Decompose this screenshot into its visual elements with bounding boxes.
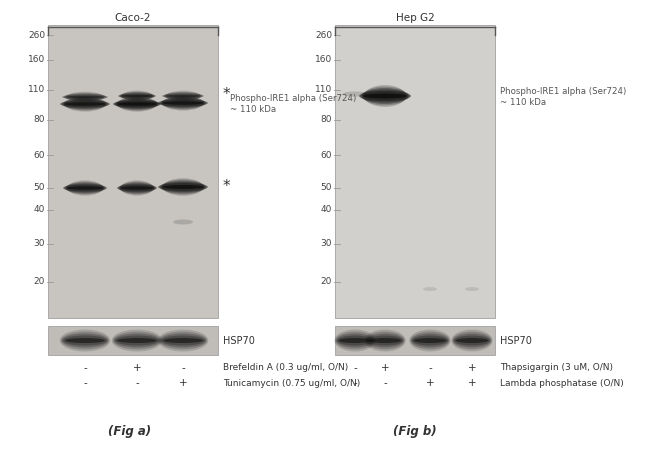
Text: (Fig b): (Fig b) bbox=[393, 425, 437, 439]
Ellipse shape bbox=[118, 93, 156, 98]
Text: +: + bbox=[179, 378, 187, 388]
Ellipse shape bbox=[63, 184, 107, 192]
Text: 50: 50 bbox=[34, 183, 45, 193]
Ellipse shape bbox=[121, 91, 153, 101]
Text: -: - bbox=[83, 378, 87, 388]
Ellipse shape bbox=[165, 95, 201, 97]
Ellipse shape bbox=[412, 336, 448, 346]
Ellipse shape bbox=[163, 95, 203, 111]
Ellipse shape bbox=[65, 96, 105, 112]
Ellipse shape bbox=[60, 329, 110, 352]
Ellipse shape bbox=[65, 183, 105, 193]
Ellipse shape bbox=[62, 333, 108, 347]
Ellipse shape bbox=[122, 91, 152, 101]
Text: 80: 80 bbox=[34, 116, 45, 125]
Ellipse shape bbox=[64, 97, 106, 111]
Text: 260: 260 bbox=[315, 30, 332, 39]
Text: 30: 30 bbox=[34, 240, 45, 249]
Ellipse shape bbox=[158, 329, 208, 352]
Text: +: + bbox=[381, 363, 389, 373]
Ellipse shape bbox=[165, 91, 201, 101]
Ellipse shape bbox=[66, 186, 104, 190]
Bar bbox=[48, 25, 218, 318]
Ellipse shape bbox=[118, 183, 156, 193]
Ellipse shape bbox=[118, 96, 156, 112]
Ellipse shape bbox=[66, 92, 103, 102]
Ellipse shape bbox=[339, 338, 371, 343]
Text: 40: 40 bbox=[34, 206, 45, 215]
Text: -: - bbox=[353, 363, 357, 373]
Ellipse shape bbox=[410, 329, 450, 352]
Text: *: * bbox=[223, 87, 231, 101]
Text: +: + bbox=[133, 363, 141, 373]
Ellipse shape bbox=[161, 97, 205, 109]
Ellipse shape bbox=[64, 93, 106, 101]
Text: Phospho-IRE1 alpha (Ser724)
~ 110 kDa: Phospho-IRE1 alpha (Ser724) ~ 110 kDa bbox=[230, 94, 356, 115]
Text: HSP70: HSP70 bbox=[223, 336, 255, 346]
Ellipse shape bbox=[120, 92, 154, 100]
Text: HSP70: HSP70 bbox=[500, 336, 532, 346]
Ellipse shape bbox=[162, 93, 204, 98]
Text: +: + bbox=[426, 378, 434, 388]
Ellipse shape bbox=[160, 333, 206, 347]
Ellipse shape bbox=[115, 336, 159, 346]
Ellipse shape bbox=[411, 333, 449, 347]
Ellipse shape bbox=[158, 183, 208, 191]
Text: 80: 80 bbox=[320, 116, 332, 125]
Text: 20: 20 bbox=[320, 278, 332, 286]
Ellipse shape bbox=[117, 338, 157, 343]
Ellipse shape bbox=[116, 102, 157, 106]
Text: -: - bbox=[181, 363, 185, 373]
Ellipse shape bbox=[423, 287, 437, 291]
Ellipse shape bbox=[367, 336, 403, 346]
Ellipse shape bbox=[164, 92, 202, 100]
Ellipse shape bbox=[113, 332, 161, 350]
Ellipse shape bbox=[453, 333, 491, 347]
Text: Thapsigargin (3 uM, O/N): Thapsigargin (3 uM, O/N) bbox=[500, 363, 613, 372]
Ellipse shape bbox=[465, 287, 479, 291]
Ellipse shape bbox=[173, 220, 193, 225]
Bar bbox=[335, 326, 495, 355]
Ellipse shape bbox=[62, 98, 107, 110]
Ellipse shape bbox=[163, 178, 203, 196]
Text: -: - bbox=[83, 363, 87, 373]
Ellipse shape bbox=[336, 333, 374, 347]
Text: Phospho-IRE1 alpha (Ser724)
~ 110 kDa: Phospho-IRE1 alpha (Ser724) ~ 110 kDa bbox=[500, 87, 626, 107]
Text: 40: 40 bbox=[320, 206, 332, 215]
Text: -: - bbox=[353, 378, 357, 388]
Text: 20: 20 bbox=[34, 278, 45, 286]
Text: 30: 30 bbox=[320, 240, 332, 249]
Bar bbox=[48, 326, 218, 355]
Ellipse shape bbox=[366, 333, 404, 347]
Ellipse shape bbox=[159, 332, 207, 350]
Text: 160: 160 bbox=[315, 56, 332, 64]
Text: 110: 110 bbox=[315, 86, 332, 95]
Ellipse shape bbox=[166, 91, 200, 101]
Text: 60: 60 bbox=[34, 150, 45, 159]
Text: -: - bbox=[428, 363, 432, 373]
Text: +: + bbox=[468, 378, 476, 388]
Ellipse shape bbox=[343, 92, 367, 96]
Ellipse shape bbox=[120, 186, 154, 190]
Ellipse shape bbox=[65, 338, 105, 343]
Text: 60: 60 bbox=[320, 150, 332, 159]
Ellipse shape bbox=[64, 102, 106, 106]
Ellipse shape bbox=[337, 336, 373, 346]
Ellipse shape bbox=[360, 90, 410, 102]
Text: 110: 110 bbox=[28, 86, 45, 95]
Text: Brefeldin A (0.3 ug/ml, O/N): Brefeldin A (0.3 ug/ml, O/N) bbox=[223, 363, 348, 372]
Ellipse shape bbox=[112, 329, 162, 352]
Ellipse shape bbox=[456, 338, 488, 343]
Ellipse shape bbox=[120, 181, 154, 195]
Ellipse shape bbox=[334, 329, 376, 352]
Text: +: + bbox=[468, 363, 476, 373]
Ellipse shape bbox=[410, 332, 450, 350]
Ellipse shape bbox=[121, 180, 153, 196]
Ellipse shape bbox=[361, 88, 408, 104]
Ellipse shape bbox=[63, 336, 107, 346]
Ellipse shape bbox=[454, 336, 490, 346]
Ellipse shape bbox=[119, 183, 155, 193]
Text: 160: 160 bbox=[28, 56, 45, 64]
Text: Caco-2: Caco-2 bbox=[115, 13, 151, 23]
Text: 260: 260 bbox=[28, 30, 45, 39]
